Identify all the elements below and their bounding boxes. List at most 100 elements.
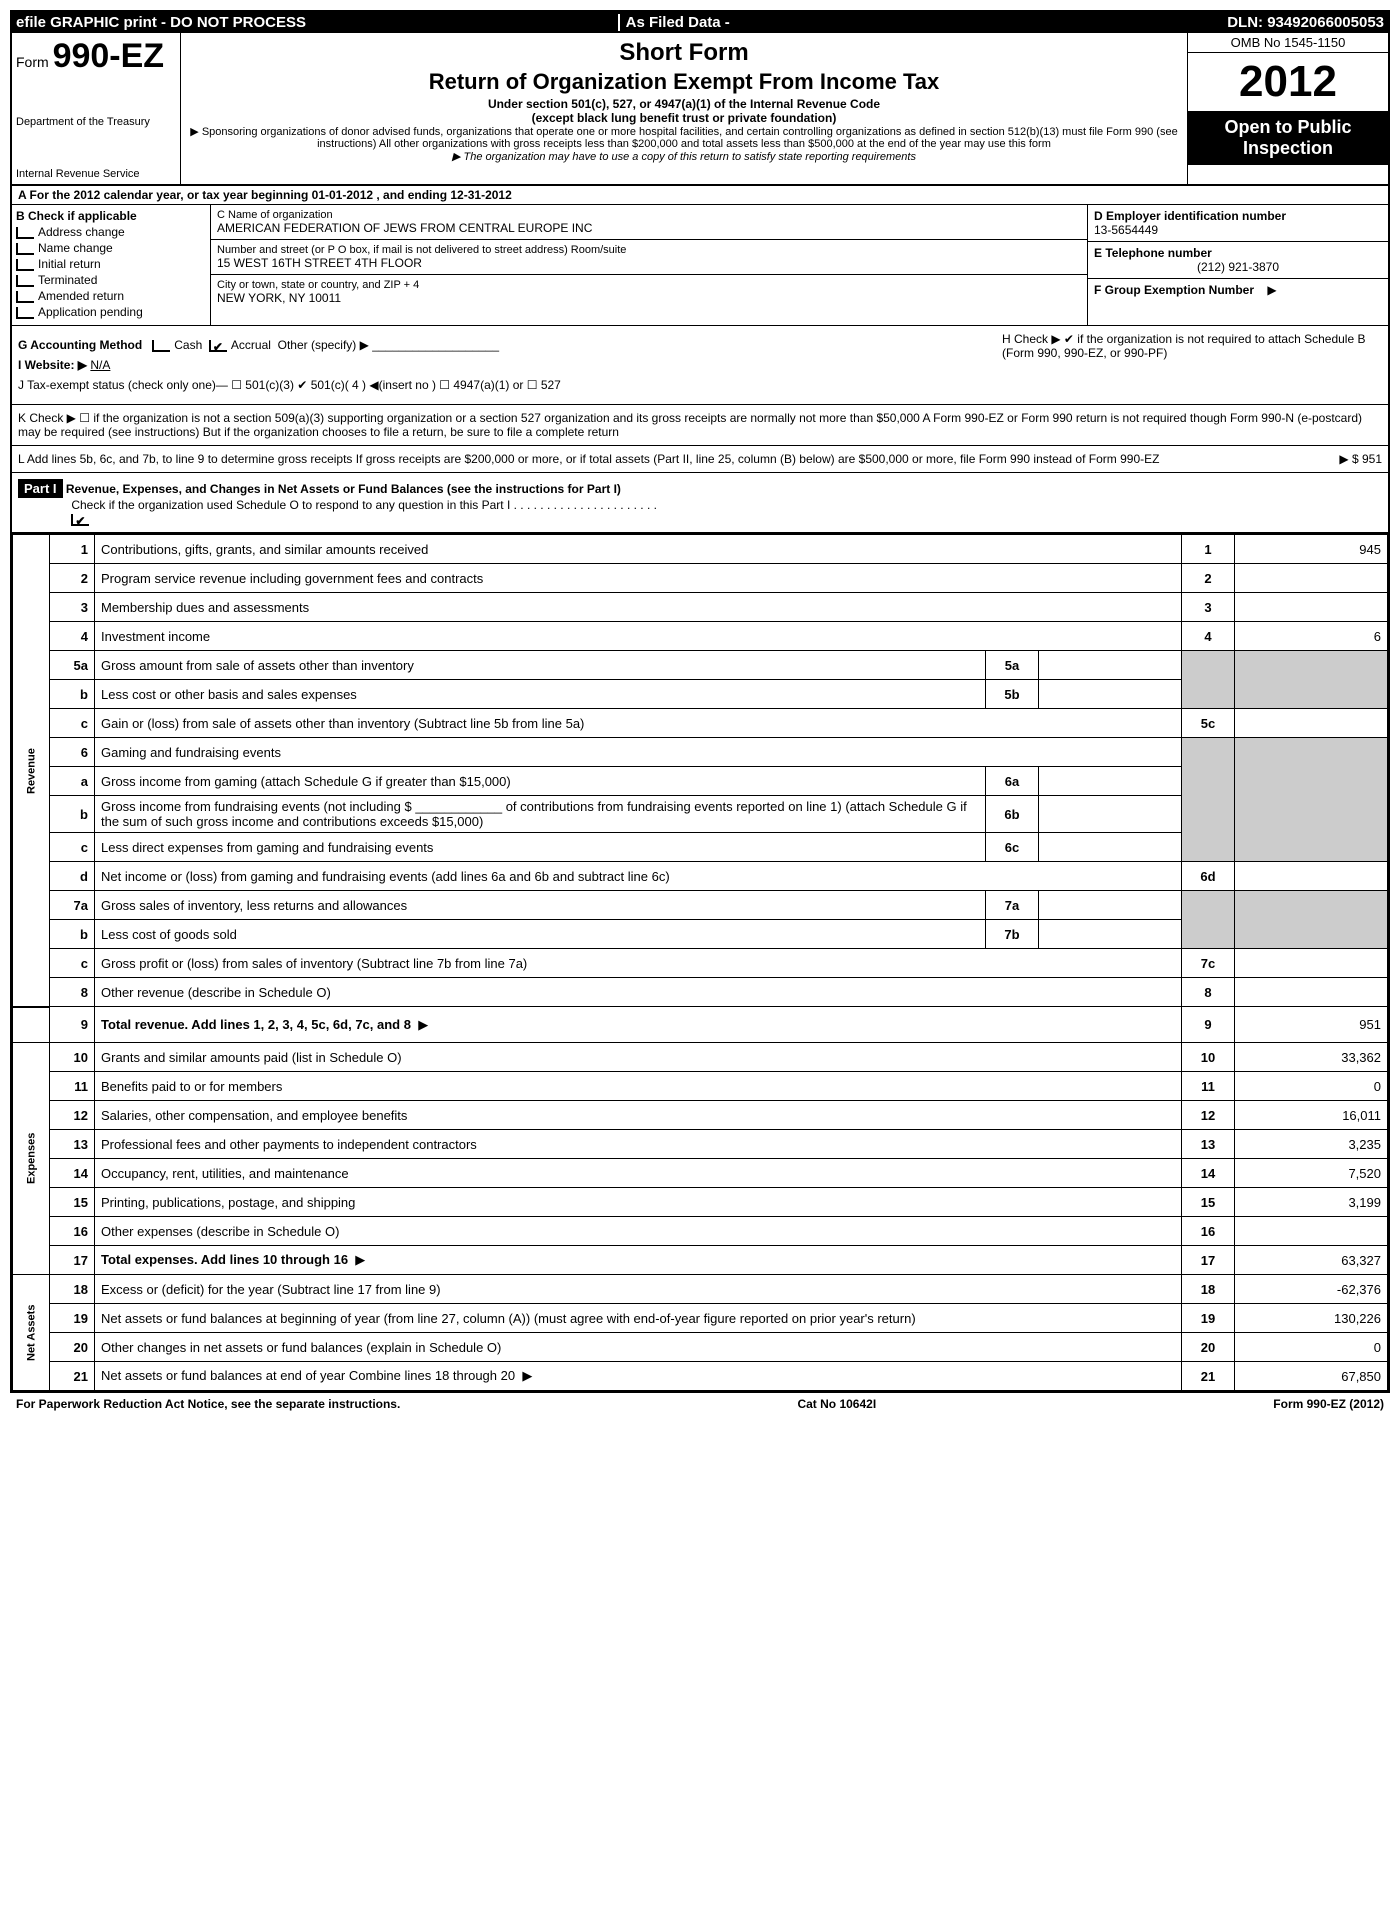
chk-cash[interactable]: [152, 340, 170, 352]
lines-table: Revenue 1 Contributions, gifts, grants, …: [12, 534, 1388, 1391]
l7c-amt: [1235, 949, 1388, 978]
l18-d: Excess or (deficit) for the year (Subtra…: [101, 1282, 441, 1297]
side-expenses: Expenses: [13, 1043, 50, 1275]
l4-box: 4: [1182, 622, 1235, 651]
l14-amt: 7,520: [1235, 1159, 1388, 1188]
l12-n: 12: [50, 1101, 95, 1130]
l17-arrow: ▶: [355, 1252, 365, 1267]
l6-n: 6: [50, 738, 95, 767]
lbl-initial: Initial return: [38, 257, 101, 271]
chk-name[interactable]: [16, 243, 34, 255]
l6c-iamt: [1039, 833, 1182, 862]
chk-terminated[interactable]: [16, 275, 34, 287]
l11-n: 11: [50, 1072, 95, 1101]
section-l: L Add lines 5b, 6c, and 7b, to line 9 to…: [12, 446, 1388, 473]
l6d-n: d: [50, 862, 95, 891]
l7b-ibox: 7b: [986, 920, 1039, 949]
l17-d: Total expenses. Add lines 10 through 16: [101, 1252, 348, 1267]
l13-box: 13: [1182, 1130, 1235, 1159]
subtitle2: (except black lung benefit trust or priv…: [532, 111, 837, 125]
l8-d: Other revenue (describe in Schedule O): [101, 985, 331, 1000]
l7b-n: b: [50, 920, 95, 949]
l6-grey2: [1235, 738, 1388, 862]
chk-amended[interactable]: [16, 291, 34, 303]
section-b-c-d-e-f: B Check if applicable Address change Nam…: [12, 205, 1388, 326]
l5b-ibox: 5b: [986, 680, 1039, 709]
header-mid: Short Form Return of Organization Exempt…: [181, 33, 1187, 184]
l6a-iamt: [1039, 767, 1182, 796]
l20-n: 20: [50, 1333, 95, 1362]
l18-amt: -62,376: [1235, 1275, 1388, 1304]
l8-amt: [1235, 978, 1388, 1007]
l12-d: Salaries, other compensation, and employ…: [101, 1108, 407, 1123]
l21-box: 21: [1182, 1362, 1235, 1391]
label-orgname: C Name of organization: [217, 209, 1081, 221]
l16-box: 16: [1182, 1217, 1235, 1246]
l7a-iamt: [1039, 891, 1182, 920]
topbar-left: efile GRAPHIC print - DO NOT PROCESS: [16, 14, 618, 31]
org-street: 15 WEST 16TH STREET 4TH FLOOR: [217, 256, 1081, 270]
open-public-2: Inspection: [1243, 138, 1333, 158]
l4-amt: 6: [1235, 622, 1388, 651]
l7-grey: [1182, 891, 1235, 949]
omb-number: OMB No 1545-1150: [1188, 33, 1388, 53]
l21-arrow: ▶: [522, 1368, 532, 1383]
l18-n: 18: [50, 1275, 95, 1304]
form-header: Form 990-EZ Department of the Treasury I…: [12, 33, 1388, 186]
l8-box: 8: [1182, 978, 1235, 1007]
l16-amt: [1235, 1217, 1388, 1246]
l6b-iamt: [1039, 796, 1182, 833]
chk-initial[interactable]: [16, 259, 34, 271]
chk-address[interactable]: [16, 227, 34, 239]
l20-box: 20: [1182, 1333, 1235, 1362]
header-right: OMB No 1545-1150 2012 Open to Public Ins…: [1187, 33, 1388, 184]
lbl-accrual: Accrual: [231, 338, 271, 352]
l21-amt: 67,850: [1235, 1362, 1388, 1391]
l5-grey2: [1235, 651, 1388, 709]
l6d-amt: [1235, 862, 1388, 891]
lbl-amended: Amended return: [38, 289, 124, 303]
label-accounting: G Accounting Method: [18, 338, 142, 352]
l6d-d: Net income or (loss) from gaming and fun…: [101, 869, 670, 884]
l19-n: 19: [50, 1304, 95, 1333]
chk-schedule-o[interactable]: [71, 514, 89, 526]
dept-treasury: Department of the Treasury: [16, 116, 176, 128]
l3-amt: [1235, 593, 1388, 622]
l9-arrow: ▶: [418, 1017, 428, 1032]
l20-amt: 0: [1235, 1333, 1388, 1362]
l6c-ibox: 6c: [986, 833, 1039, 862]
footer-right: Form 990-EZ (2012): [1273, 1397, 1384, 1411]
lbl-cash: Cash: [174, 338, 202, 352]
l2-box: 2: [1182, 564, 1235, 593]
l6d-box: 6d: [1182, 862, 1235, 891]
chk-accrual[interactable]: [209, 340, 227, 352]
l6-grey: [1182, 738, 1235, 862]
l1-d: Contributions, gifts, grants, and simila…: [101, 542, 428, 557]
l17-box: 17: [1182, 1246, 1235, 1275]
form-number: 990-EZ: [53, 37, 165, 75]
topbar-mid: As Filed Data -: [618, 14, 1228, 31]
part1-title: Revenue, Expenses, and Changes in Net As…: [66, 482, 621, 496]
section-c: C Name of organization AMERICAN FEDERATI…: [211, 205, 1087, 325]
section-a-text: A For the 2012 calendar year, or tax yea…: [18, 188, 512, 202]
l3-n: 3: [50, 593, 95, 622]
label-website: I Website: ▶: [18, 358, 87, 372]
open-public: Open to Public Inspection: [1188, 111, 1388, 165]
l11-amt: 0: [1235, 1072, 1388, 1101]
l12-amt: 16,011: [1235, 1101, 1388, 1130]
l14-box: 14: [1182, 1159, 1235, 1188]
l15-amt: 3,199: [1235, 1188, 1388, 1217]
phone: (212) 921-3870: [1094, 260, 1382, 274]
l14-n: 14: [50, 1159, 95, 1188]
l10-d: Grants and similar amounts paid (list in…: [101, 1050, 402, 1065]
l13-amt: 3,235: [1235, 1130, 1388, 1159]
l7b-d: Less cost of goods sold: [101, 927, 237, 942]
l13-d: Professional fees and other payments to …: [101, 1137, 477, 1152]
section-k: K Check ▶ ☐ if the organization is not a…: [12, 405, 1388, 446]
l4-n: 4: [50, 622, 95, 651]
l16-n: 16: [50, 1217, 95, 1246]
note1: ▶ Sponsoring organizations of donor advi…: [189, 125, 1179, 150]
chk-pending[interactable]: [16, 307, 34, 319]
l5c-amt: [1235, 709, 1388, 738]
l2-d: Program service revenue including govern…: [101, 571, 483, 586]
